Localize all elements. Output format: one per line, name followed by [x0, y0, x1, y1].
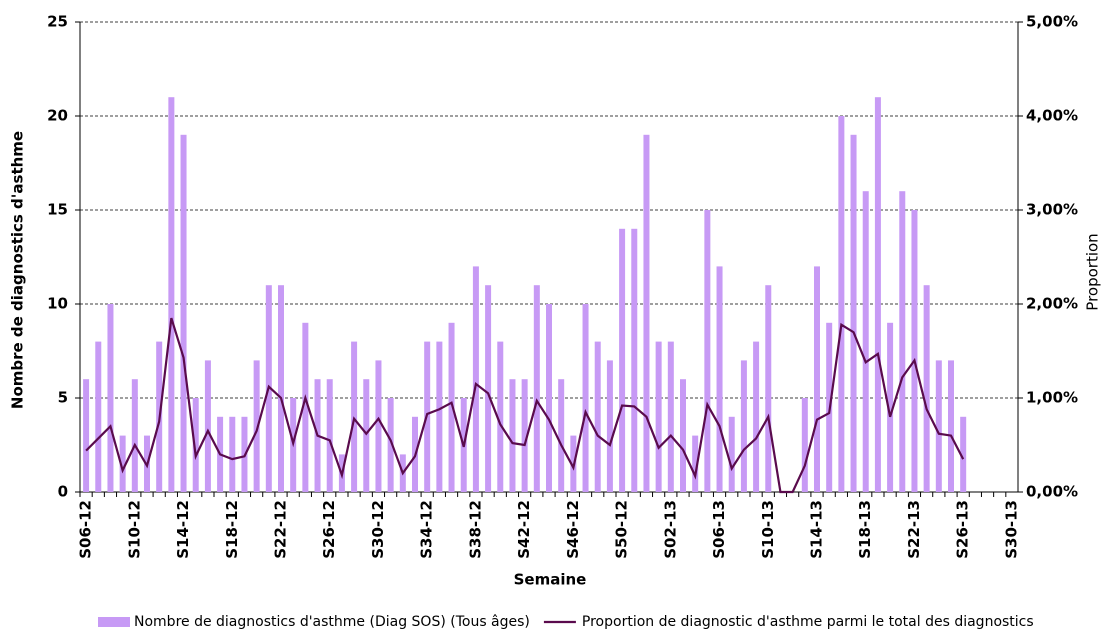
bar: [387, 398, 394, 492]
bar: [680, 379, 686, 492]
y2-tick-label: 0,00%: [1026, 483, 1078, 501]
y-axis-title: Nombre de diagnostics d'asthme: [9, 131, 27, 409]
bar: [375, 360, 382, 492]
x-tick-label: S42-12: [515, 500, 533, 559]
bar: [814, 266, 820, 492]
x-tick-label: S10-12: [125, 500, 143, 559]
bar: [631, 228, 638, 493]
x-tick-label: S34-12: [418, 500, 436, 559]
bar: [558, 379, 565, 492]
y-tick-label: 0: [58, 483, 68, 501]
x-tick-label: S38-12: [466, 500, 484, 559]
bar: [704, 210, 711, 492]
bar: [533, 285, 540, 492]
bar: [753, 341, 760, 492]
bar: [899, 191, 906, 492]
bar: [765, 285, 772, 492]
bar: [874, 97, 881, 492]
bar: [521, 379, 528, 492]
x-tick-label: S06-12: [77, 500, 95, 559]
bar: [582, 304, 589, 492]
bar: [119, 435, 126, 492]
bar: [229, 416, 236, 492]
y-tick-label: 5: [58, 389, 68, 407]
bar: [643, 134, 650, 493]
x-tick-label: S50-12: [613, 500, 631, 559]
bar: [485, 285, 492, 492]
bar: [509, 379, 516, 492]
bar: [95, 341, 102, 492]
y-tick-label: 25: [47, 13, 68, 31]
x-tick-label: S26-13: [954, 500, 972, 559]
bar: [655, 341, 662, 492]
x-tick-label: S18-13: [856, 500, 874, 559]
bar: [192, 398, 199, 492]
legend-label: Proportion de diagnostic d'asthme parmi …: [582, 614, 1034, 630]
x-tick-label: S30-12: [369, 500, 387, 559]
x-tick-label: S06-13: [710, 500, 728, 559]
bar: [850, 134, 857, 493]
bar: [448, 322, 455, 492]
x-tick-label: S22-13: [905, 500, 923, 559]
bar: [667, 341, 674, 492]
x-tick-label: S22-12: [272, 500, 290, 559]
legend-label: Nombre de diagnostics d'asthme (Diag SOS…: [134, 614, 530, 630]
bar: [887, 322, 894, 492]
bar: [619, 228, 626, 493]
x-tick-label: S14-12: [174, 500, 192, 559]
bar: [497, 341, 504, 492]
x-tick-label: S46-12: [564, 500, 582, 559]
bar: [923, 285, 930, 492]
bar: [862, 191, 869, 492]
bar: [204, 360, 211, 492]
y2-tick-label: 4,00%: [1026, 107, 1078, 125]
bar: [594, 341, 601, 492]
legend-swatch: [98, 617, 130, 627]
bar: [606, 360, 613, 492]
bar: [83, 379, 90, 492]
bar: [351, 341, 358, 492]
y-tick-label: 20: [47, 107, 68, 125]
x-tick-label: S26-12: [320, 500, 338, 559]
y-tick-label: 15: [47, 201, 68, 219]
bar: [960, 416, 967, 492]
bar: [728, 416, 735, 492]
bar: [302, 322, 309, 492]
bar: [838, 116, 845, 492]
bar: [131, 379, 138, 492]
bar: [436, 341, 443, 492]
bar: [716, 266, 723, 492]
x-tick-label: S18-12: [223, 500, 241, 559]
bar: [911, 210, 918, 492]
y2-axis-title: Proportion: [1084, 233, 1102, 310]
bar: [107, 304, 114, 492]
x-tick-label: S30-13: [1002, 500, 1020, 559]
bar: [168, 97, 175, 492]
y2-tick-label: 5,00%: [1026, 13, 1078, 31]
y-tick-label: 10: [47, 295, 68, 313]
line: [85, 317, 965, 494]
bar: [326, 379, 333, 492]
x-tick-label: S10-13: [759, 500, 777, 559]
bar: [253, 360, 260, 492]
y2-tick-label: 1,00%: [1026, 389, 1078, 407]
bar: [363, 379, 370, 492]
bar: [692, 435, 699, 492]
bar: [546, 304, 552, 492]
bar: [935, 360, 942, 492]
x-tick-label: S14-13: [808, 500, 826, 559]
y2-tick-label: 3,00%: [1026, 201, 1078, 219]
bar: [801, 398, 808, 492]
bar: [180, 134, 187, 493]
x-axis-title: Semaine: [514, 571, 587, 589]
y2-tick-label: 2,00%: [1026, 295, 1078, 313]
x-tick-label: S02-13: [661, 500, 679, 559]
bar: [278, 285, 284, 492]
bar: [948, 360, 954, 492]
bar: [472, 266, 479, 492]
bar: [740, 360, 747, 492]
